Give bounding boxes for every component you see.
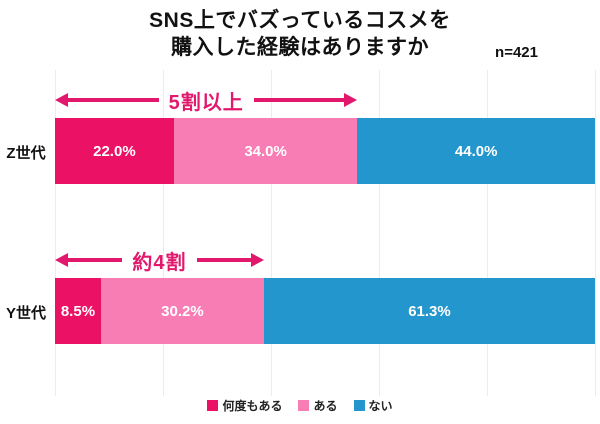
gridline bbox=[486, 70, 488, 396]
annotation-arrow: 約4割 bbox=[55, 243, 264, 277]
chart-title: SNS上でバズっているコスメを 購入した経験はありますか bbox=[0, 7, 600, 62]
annotation-label: 5割以上 bbox=[168, 91, 244, 114]
bar-value-label: 30.2% bbox=[161, 302, 204, 320]
gridline bbox=[54, 70, 56, 396]
bar-value-label: 22.0% bbox=[93, 142, 136, 160]
bar-value-label: 34.0% bbox=[244, 142, 287, 160]
bar-segment: 8.5% bbox=[55, 278, 101, 344]
legend-item: ある bbox=[298, 397, 338, 414]
bar-segment: 30.2% bbox=[100, 278, 264, 344]
legend-swatch-icon bbox=[353, 400, 365, 411]
legend-label: 何度もある bbox=[222, 399, 283, 413]
legend-swatch-icon bbox=[298, 400, 310, 411]
arrow-right-icon bbox=[250, 253, 264, 267]
gridline bbox=[594, 70, 596, 396]
bar-segment: 61.3% bbox=[263, 278, 595, 344]
legend-item: 何度もある bbox=[207, 397, 282, 414]
annotation-arrow: 5割以上 bbox=[55, 83, 358, 117]
bar-value-label: 61.3% bbox=[408, 302, 451, 320]
gridline bbox=[270, 70, 272, 396]
legend-label: ない bbox=[368, 399, 393, 413]
legend: 何度もある ある ない bbox=[0, 397, 600, 414]
category-label: Y世代 bbox=[5, 305, 46, 322]
stacked-bar: 8.5% 30.2% 61.3% bbox=[55, 278, 595, 344]
arrow-line bbox=[253, 98, 345, 102]
bar-segment: 44.0% bbox=[357, 118, 595, 184]
annotation-label: 約4割 bbox=[132, 251, 187, 274]
chart-title-line1: SNS上でバズっているコスメを bbox=[149, 9, 451, 32]
arrow-right-icon bbox=[344, 93, 358, 107]
bar-value-label: 8.5% bbox=[60, 302, 96, 320]
bar-segment: 22.0% bbox=[55, 118, 174, 184]
arrow-line bbox=[68, 98, 159, 102]
stacked-bar: 22.0% 34.0% 44.0% bbox=[55, 118, 595, 184]
chart-title-line2: 購入した経験はありますか bbox=[171, 36, 429, 60]
legend-item: ない bbox=[353, 397, 393, 414]
legend-swatch-icon bbox=[207, 400, 219, 411]
arrow-left-icon bbox=[55, 93, 68, 107]
arrow-line bbox=[196, 258, 251, 262]
bar-segment: 34.0% bbox=[173, 118, 358, 184]
arrow-line bbox=[68, 258, 123, 262]
category-label: Z世代 bbox=[6, 145, 46, 162]
gridline bbox=[378, 70, 380, 396]
bar-value-label: 44.0% bbox=[454, 142, 498, 160]
sample-size-label: n=421 bbox=[495, 44, 538, 61]
gridline bbox=[162, 70, 164, 396]
plot-area: 5割以上 22.0% 34.0% 44.0% Z世代約4割 8.5% 30.2% 61.3% Y… bbox=[6, 70, 596, 396]
legend-label: ある bbox=[313, 399, 338, 413]
arrow-left-icon bbox=[55, 253, 68, 267]
